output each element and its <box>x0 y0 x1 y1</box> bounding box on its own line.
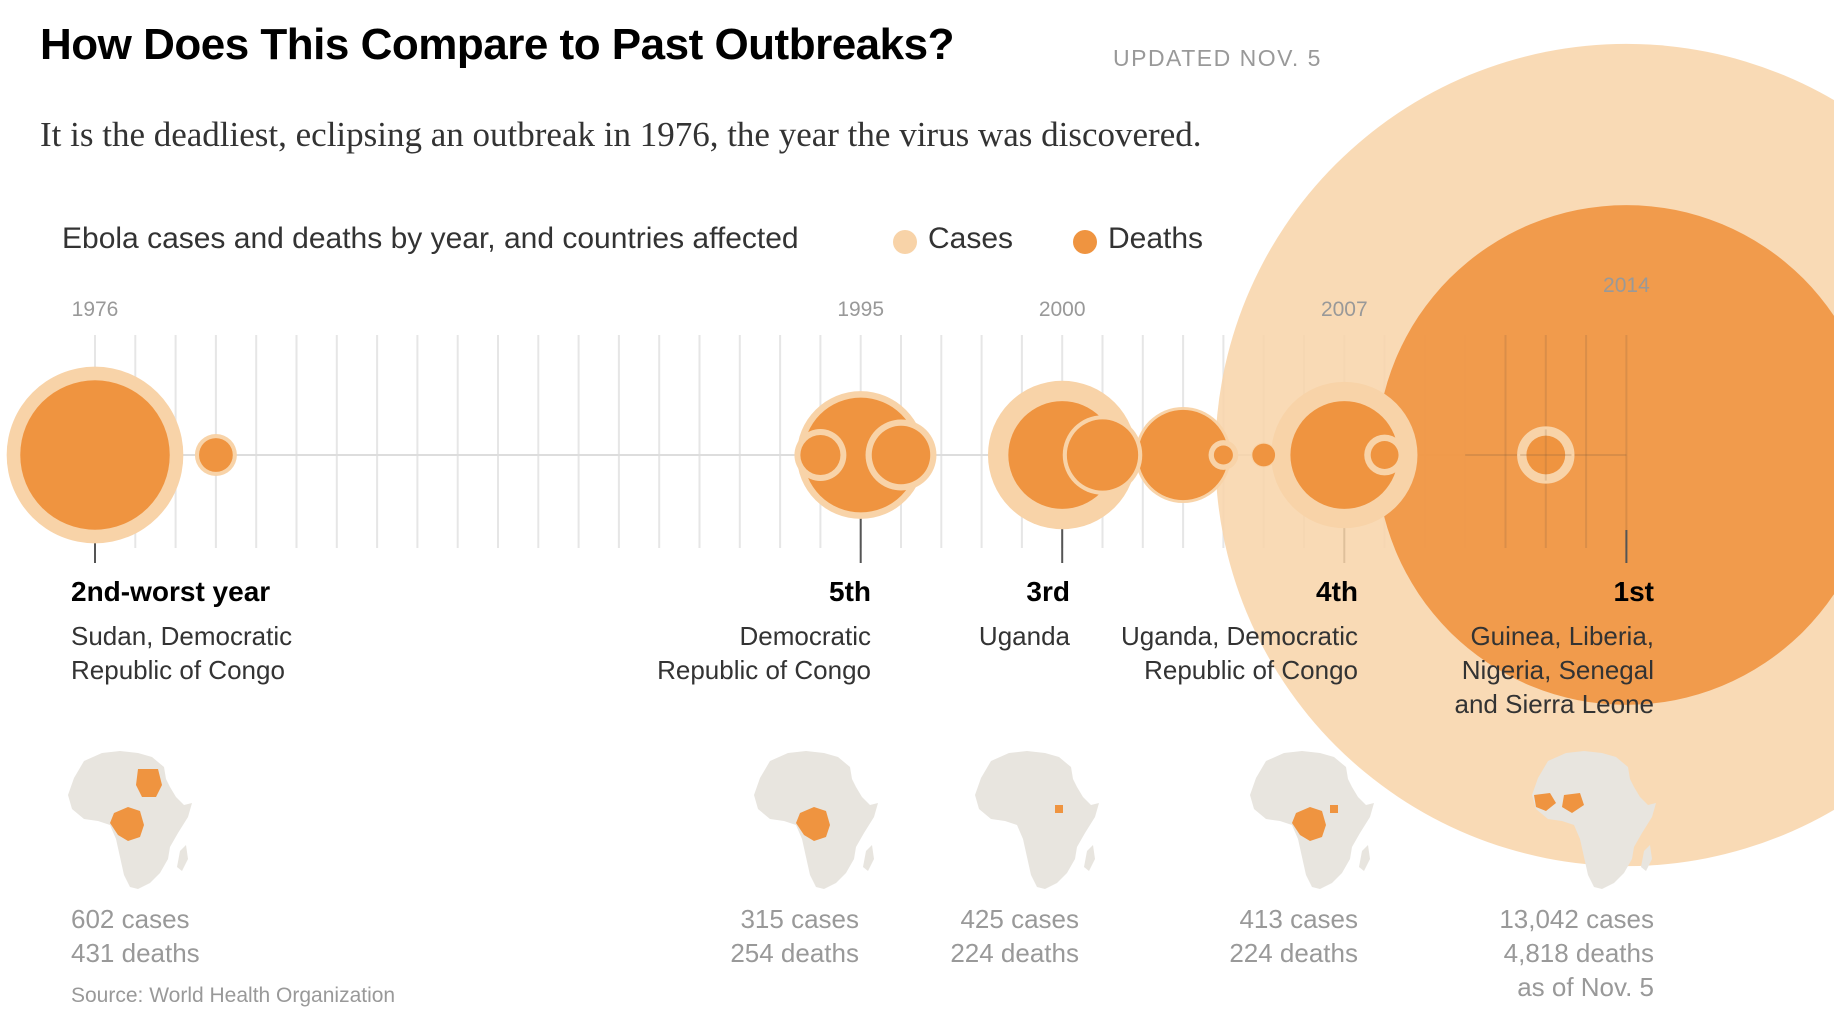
madagascar-landmass <box>863 845 874 871</box>
deaths-bubble-2014 <box>1376 205 1834 705</box>
countries-1995: Democratic Republic of Congo <box>657 619 871 687</box>
stats-2000: 425 cases 224 deaths <box>950 902 1079 970</box>
deaths-bubble-2008 <box>1370 441 1399 469</box>
marker-2012 <box>1517 426 1575 484</box>
deaths-2007: 224 deaths <box>1229 938 1358 968</box>
year-label-2014: 2014 <box>1603 274 1650 297</box>
deaths-bubble-2004 <box>1213 445 1233 465</box>
deaths-bubble-1994 <box>800 434 841 476</box>
cases-2007: 413 cases <box>1239 904 1358 934</box>
rank-2000: 3rd <box>1026 576 1070 607</box>
cases-1976: 602 cases <box>71 904 190 934</box>
countries-2014-line-3: and Sierra Leone <box>1454 689 1654 719</box>
highlighted-country-sudan <box>136 769 162 797</box>
deaths-bubble-2007 <box>1290 401 1399 509</box>
africa-landmass <box>1532 751 1656 889</box>
map-2007 <box>1234 733 1384 903</box>
updated-date: UPDATED NOV. 5 <box>1113 45 1322 71</box>
countries-1976-line-1: Sudan, Democratic <box>71 621 293 651</box>
deaths-bubble-2003 <box>1137 409 1229 501</box>
cases-2014: 13,042 cases <box>1499 904 1654 934</box>
deaths-bubble-2005 <box>1252 443 1276 467</box>
legend-cases-label: Cases <box>928 222 1014 255</box>
highlighted-country-uganda <box>1330 805 1338 813</box>
madagascar-landmass <box>1359 845 1370 871</box>
stats-1995: 315 cases 254 deaths <box>730 902 859 970</box>
countries-2007: Uganda, Democratic Republic of Congo <box>1121 619 1358 687</box>
legend-cases-swatch <box>893 230 917 254</box>
countries-2014: Guinea, Liberia, Nigeria, Senegal and Si… <box>1455 619 1654 721</box>
stats-2014: 13,042 cases 4,818 deaths as of Nov. 5 <box>1499 902 1654 1004</box>
countries-2007-line-1: Uganda, Democratic <box>1121 621 1358 651</box>
countries-2014-line-1: Guinea, Liberia, <box>1470 621 1654 651</box>
deaths-bubble-1996 <box>871 425 931 485</box>
rank-1995: 5th <box>829 576 871 607</box>
map-1995 <box>738 733 888 903</box>
deaths-1995: 254 deaths <box>730 938 859 968</box>
highlighted-country-uganda <box>1055 805 1063 813</box>
rank-2014: 1st <box>1613 576 1654 607</box>
chart-title: Ebola cases and deaths by year, and coun… <box>62 222 799 255</box>
deaths-bubble-1976 <box>20 380 170 530</box>
deaths-2014: 4,818 deaths <box>1503 938 1654 968</box>
deaths-bubble-2001 <box>1066 419 1139 491</box>
map-2014 <box>1516 733 1666 903</box>
year-label-1976: 1976 <box>71 298 119 321</box>
year-label-2007: 2007 <box>1320 298 1368 321</box>
rank-1976: 2nd-worst year <box>71 576 271 607</box>
subheadline: It is the deadliest, eclipsing an outbre… <box>40 115 1202 154</box>
countries-1995-line-2: Republic of Congo <box>657 655 871 685</box>
countries-2000: Uganda <box>979 619 1070 653</box>
year-label-1995: 1995 <box>837 298 885 321</box>
year-label-2000: 2000 <box>1038 298 1086 321</box>
highlighted-country-nigeria <box>1562 793 1584 813</box>
highlighted-country-drc <box>1292 807 1326 841</box>
deaths-bubble-1979 <box>199 438 233 472</box>
countries-2000-line-1: Uganda <box>978 621 1070 651</box>
highlighted-country-westafrica <box>1534 793 1556 811</box>
as-of-2014: as of Nov. 5 <box>1517 972 1654 1002</box>
rank-2007: 4th <box>1316 576 1358 607</box>
legend-deaths-swatch <box>1073 230 1097 254</box>
deaths-1976: 431 deaths <box>71 938 200 968</box>
madagascar-landmass <box>177 845 188 871</box>
countries-2007-line-2: Republic of Congo <box>1144 655 1358 685</box>
countries-1976-line-2: Republic of Congo <box>71 655 285 685</box>
africa-map-svg <box>1532 751 1656 889</box>
africa-map-svg <box>68 751 192 889</box>
source-note: Source: World Health Organization <box>71 984 396 1007</box>
cases-2000: 425 cases <box>960 904 1079 934</box>
countries-1995-line-1: Democratic <box>739 621 871 651</box>
countries-2014-line-2: Nigeria, Senegal <box>1461 655 1654 685</box>
legend-deaths-label: Deaths <box>1108 222 1204 255</box>
cases-1995: 315 cases <box>740 904 859 934</box>
madagascar-landmass <box>1641 845 1652 871</box>
stats-1976: 602 cases 431 deaths <box>71 902 200 970</box>
map-2000 <box>959 733 1109 903</box>
deaths-2000: 224 deaths <box>950 938 1079 968</box>
headline: How Does This Compare to Past Outbreaks? <box>40 20 954 69</box>
africa-map-svg <box>1250 751 1374 889</box>
highlighted-country-drc <box>110 807 144 841</box>
africa-map-svg <box>975 751 1099 889</box>
map-1976 <box>52 733 202 903</box>
highlighted-country-drc <box>796 807 830 841</box>
madagascar-landmass <box>1084 845 1095 871</box>
africa-landmass <box>975 751 1099 889</box>
deaths-bubble-2012 <box>1526 435 1566 475</box>
africa-map-svg <box>754 751 878 889</box>
countries-1976: Sudan, Democratic Republic of Congo <box>71 619 292 687</box>
stats-2007: 413 cases 224 deaths <box>1229 902 1358 970</box>
